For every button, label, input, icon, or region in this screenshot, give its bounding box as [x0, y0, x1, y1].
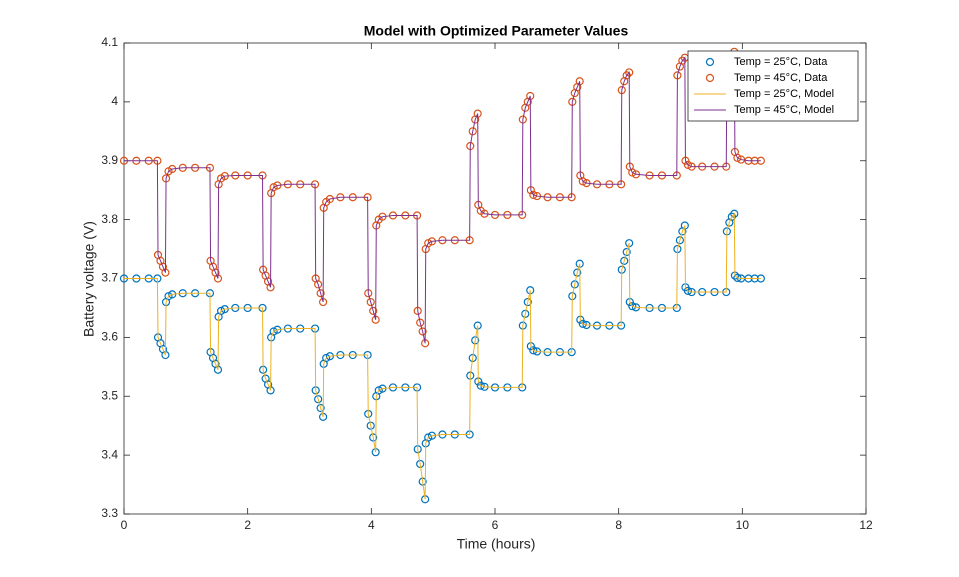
data-point [366, 421, 375, 430]
x-tick-label: 6 [492, 518, 499, 532]
y-tick-label: 3.5 [101, 388, 118, 402]
data-point [523, 297, 532, 307]
data-point [683, 286, 693, 295]
legend-label: Temp = 45°C, Data [734, 72, 828, 84]
y-tick-label: 3.6 [101, 330, 118, 344]
data-point [416, 318, 425, 327]
data-point [675, 236, 684, 245]
model-line [124, 212, 761, 500]
data-point [476, 381, 485, 390]
data-point [628, 302, 637, 311]
data-point [622, 247, 631, 257]
x-tick-label: 2 [244, 518, 251, 532]
y-tick-label: 4.1 [101, 35, 118, 49]
data-point [314, 280, 323, 289]
y-tick-label: 3.7 [101, 271, 118, 285]
data-point [316, 289, 325, 298]
legend: Temp = 25°C, Data Temp = 45°C, Data Temp =… [687, 50, 859, 122]
y-tick-label: 3.3 [101, 506, 118, 520]
x-tick-label: 4 [368, 518, 375, 532]
data-point [468, 127, 477, 136]
data-point [325, 194, 335, 204]
data-point [620, 256, 629, 265]
x-tick-label: 12 [859, 518, 873, 532]
y-tick-label: 4 [111, 94, 118, 108]
y-tick-label: 3.8 [101, 212, 118, 226]
data-point [369, 306, 378, 315]
y-tick-label: 3.9 [101, 153, 118, 167]
legend-box [687, 50, 859, 122]
x-axis-label: Time (hours) [457, 536, 536, 552]
y-tick-label: 3.4 [101, 447, 118, 461]
data-point [573, 268, 582, 277]
x-tick-label: 10 [736, 518, 750, 532]
data-point [529, 346, 538, 355]
data-point [521, 309, 530, 318]
data-point [733, 273, 742, 283]
data-point [314, 395, 323, 404]
legend-marker [705, 73, 715, 83]
data-point [578, 319, 587, 328]
legend-label: Temp = 25°C, Model [734, 88, 834, 100]
data-point [366, 297, 375, 307]
data-point [316, 403, 325, 413]
legend-label: Temp = 25°C, Data [734, 56, 828, 68]
chart-title: Model with Optimized Parameter Values [364, 23, 629, 39]
y-axis-label: Battery voltage (V) [81, 221, 97, 337]
data-point [369, 433, 378, 442]
legend-label: Temp = 45°C, Model [734, 104, 834, 116]
data-point [529, 190, 538, 199]
x-tick-label: 8 [615, 518, 622, 532]
model-line [124, 50, 761, 344]
x-tick-label: 0 [121, 518, 128, 532]
legend-marker [705, 57, 715, 67]
data-point [570, 280, 579, 289]
data-point [418, 327, 427, 336]
